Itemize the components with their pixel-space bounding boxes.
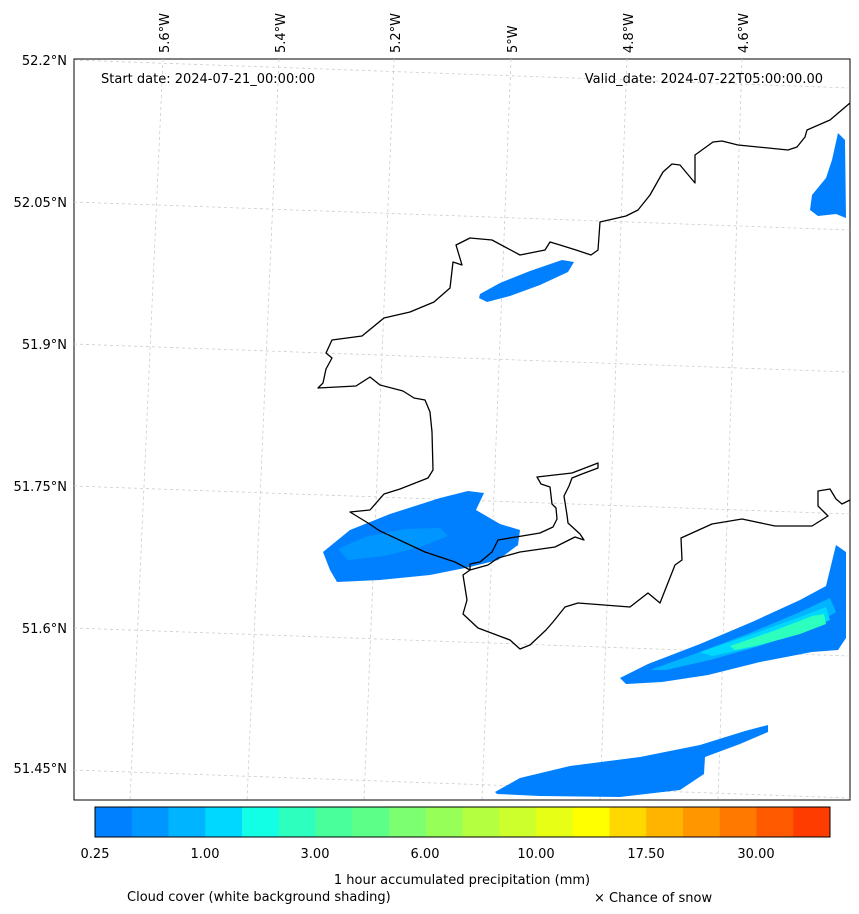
snow-chance-note: × Chance of snow bbox=[594, 891, 712, 906]
colorbar-cell bbox=[425, 807, 463, 837]
colorbar-tick-1.00: 1.00 bbox=[191, 847, 220, 862]
precip-area-carmarthen-bay-mid bbox=[650, 598, 836, 670]
colorbar-cell bbox=[462, 807, 500, 837]
colorbar-cell bbox=[242, 807, 280, 837]
lon-label-5.4w: 5.4°W bbox=[274, 13, 289, 53]
colorbar-frame bbox=[94, 806, 831, 838]
colorbar-tick-10.00: 10.00 bbox=[517, 847, 554, 862]
precip-area-south bbox=[495, 725, 768, 797]
colorbar-cell bbox=[572, 807, 610, 837]
colorbar-cell bbox=[168, 807, 206, 837]
lat-label-51.9n: 51.9°N bbox=[22, 338, 67, 353]
precip-area-st-brides bbox=[479, 260, 574, 302]
precip-area-milford-core bbox=[338, 528, 448, 560]
colorbar-cell bbox=[536, 807, 574, 837]
colorbar-cell bbox=[278, 807, 316, 837]
precip-area-carmarthen-bay bbox=[620, 545, 846, 684]
precip-area-northeast-edge bbox=[810, 133, 846, 218]
map-frame bbox=[73, 58, 851, 801]
colorbar-cell bbox=[95, 807, 133, 837]
colorbar-cell bbox=[683, 807, 721, 837]
precip-area-carmarthen-bay-inner bbox=[700, 607, 830, 656]
colorbar-cell bbox=[352, 807, 390, 837]
colorbar-label: 1 hour accumulated precipitation (mm) bbox=[334, 873, 590, 888]
start-date-label: Start date: 2024-07-21_00:00:00 bbox=[101, 72, 315, 87]
lat-label-51.6n: 51.6°N bbox=[22, 622, 67, 637]
coastline bbox=[317, 102, 851, 650]
lon-label-4.8w: 4.8°W bbox=[622, 13, 637, 53]
colorbar-cell bbox=[315, 807, 353, 837]
lon-label-4.6w: 4.6°W bbox=[737, 13, 752, 53]
colorbar-cell bbox=[609, 807, 647, 837]
colorbar-tick-3.00: 3.00 bbox=[301, 847, 330, 862]
colorbar bbox=[95, 807, 831, 837]
colorbar-cell bbox=[756, 807, 794, 837]
lat-label-52.05n: 52.05°N bbox=[14, 196, 67, 211]
colorbar-cell bbox=[719, 807, 757, 837]
lon-label-5.6w: 5.6°W bbox=[158, 13, 173, 53]
colorbar-tick-0.25: 0.25 bbox=[81, 847, 110, 862]
colorbar-tick-30.00: 30.00 bbox=[737, 847, 774, 862]
lat-label-51.75n: 51.75°N bbox=[14, 480, 67, 495]
precipitation-layer bbox=[323, 133, 846, 797]
colorbar-cell bbox=[499, 807, 537, 837]
lat-label-52.2n: 52.2°N bbox=[22, 54, 67, 69]
cloud-cover-note: Cloud cover (white background shading) bbox=[127, 890, 391, 905]
colorbar-cell bbox=[793, 807, 831, 837]
precip-area-carmarthen-bay-core bbox=[730, 614, 826, 650]
colorbar-cell bbox=[131, 807, 169, 837]
lat-label-51.45n: 51.45°N bbox=[14, 762, 67, 777]
colorbar-cell bbox=[205, 807, 243, 837]
valid-date-label: Valid_date: 2024-07-22T05:00:00.00 bbox=[585, 72, 823, 87]
colorbar-cell bbox=[646, 807, 684, 837]
lon-label-5.2w: 5.2°W bbox=[389, 13, 404, 53]
lon-label-5w: 5°W bbox=[506, 25, 521, 53]
colorbar-tick-6.00: 6.00 bbox=[411, 847, 440, 862]
colorbar-cell bbox=[389, 807, 427, 837]
graticule bbox=[73, 58, 851, 801]
colorbar-tick-17.50: 17.50 bbox=[627, 847, 664, 862]
